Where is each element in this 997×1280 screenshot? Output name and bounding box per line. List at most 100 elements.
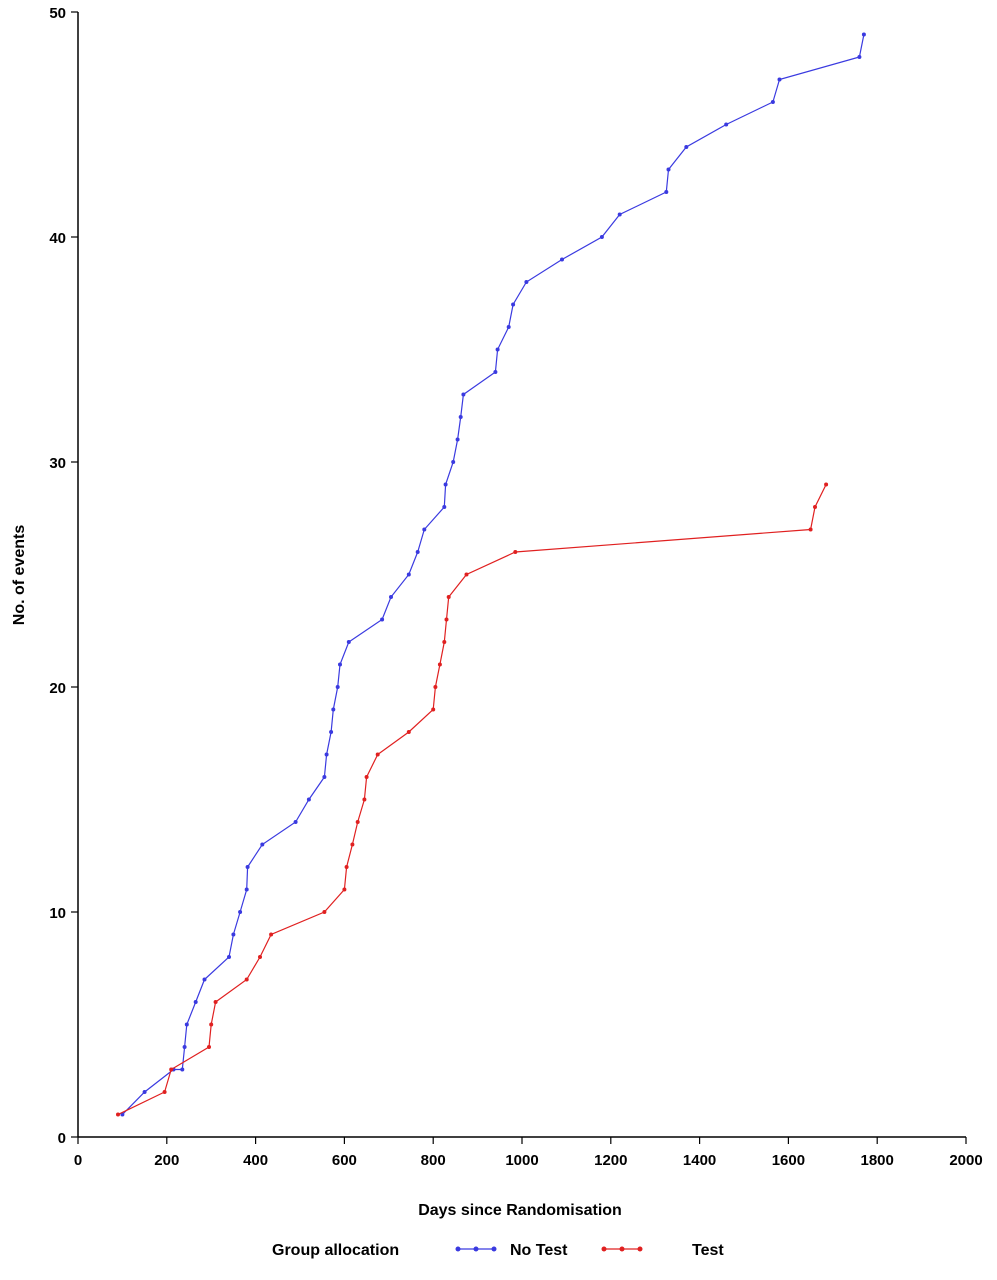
data-point — [180, 1067, 185, 1072]
data-point — [415, 550, 420, 554]
data-point — [213, 1000, 218, 1004]
data-point — [513, 550, 518, 554]
data-point — [346, 640, 351, 644]
legend-item: Test — [601, 1242, 724, 1259]
legend-swatch-marker — [473, 1246, 479, 1252]
data-point — [461, 392, 466, 397]
data-point — [437, 662, 442, 667]
x-tick-label: 1600 — [772, 1152, 805, 1169]
data-point — [116, 1112, 120, 1117]
data-point — [560, 257, 564, 262]
data-point — [431, 707, 436, 712]
data-point — [322, 775, 327, 779]
data-point — [451, 460, 456, 464]
data-point — [433, 685, 438, 689]
data-point — [193, 1000, 198, 1004]
data-point — [406, 730, 411, 734]
data-point — [202, 977, 207, 982]
data-point — [331, 707, 336, 712]
x-tick-label: 1200 — [594, 1152, 627, 1169]
data-point — [442, 505, 447, 509]
data-point — [617, 212, 622, 217]
data-point — [444, 617, 449, 622]
data-point — [861, 32, 866, 37]
data-point — [511, 302, 516, 307]
x-tick-label: 1000 — [505, 1152, 538, 1169]
data-point — [422, 527, 427, 532]
x-tick-label: 400 — [243, 1152, 268, 1169]
series-layer — [116, 32, 866, 1117]
data-point — [406, 572, 411, 577]
legend-item: No Test — [455, 1242, 568, 1259]
legend-label: No Test — [510, 1242, 568, 1259]
legend-swatch-marker — [637, 1246, 643, 1252]
data-point — [350, 842, 355, 847]
y-tick-label: 50 — [49, 5, 66, 22]
data-point — [329, 730, 334, 734]
data-point — [664, 190, 669, 194]
data-point — [455, 437, 460, 442]
data-point — [258, 955, 262, 959]
series-line — [117, 484, 827, 1116]
data-point — [355, 820, 360, 824]
data-point — [162, 1090, 167, 1094]
data-point — [209, 1022, 214, 1027]
x-axis-label: Days since Randomisation — [418, 1202, 622, 1219]
data-point — [813, 505, 817, 509]
data-point — [389, 595, 393, 599]
data-point — [375, 752, 380, 757]
x-tick-label: 1800 — [861, 1152, 894, 1169]
data-point — [493, 370, 498, 374]
y-tick-label: 0 — [58, 1130, 66, 1147]
data-point — [227, 955, 231, 959]
data-point — [335, 685, 340, 689]
data-point — [770, 100, 775, 104]
data-point — [306, 797, 311, 802]
data-point — [362, 797, 367, 802]
data-point — [380, 617, 385, 622]
x-tick-label: 2000 — [949, 1152, 982, 1169]
data-point — [324, 752, 329, 757]
data-point — [184, 1022, 189, 1027]
data-point — [442, 640, 447, 644]
legend-title: Group allocation — [272, 1242, 399, 1259]
data-point — [464, 572, 469, 577]
data-point — [244, 887, 249, 892]
data-point — [322, 910, 327, 914]
y-tick-label: 10 — [49, 905, 66, 922]
data-point — [443, 482, 448, 487]
legend-label: Test — [692, 1242, 724, 1259]
data-point — [245, 865, 250, 869]
data-point — [364, 775, 369, 779]
data-point — [824, 482, 829, 487]
x-tick-label: 600 — [332, 1152, 357, 1169]
data-point — [724, 122, 729, 127]
series-test — [116, 482, 829, 1117]
data-point — [244, 977, 249, 982]
data-point — [342, 887, 347, 892]
x-tick-label: 0 — [74, 1152, 82, 1169]
x-axis-ticks: 0 200 400 600 800 1000 1200 1400 1600 1800 2000 — [74, 1137, 983, 1169]
y-axis-ticks: 0 10 20 30 40 50 — [49, 5, 78, 1147]
data-point — [495, 347, 500, 352]
data-point — [169, 1067, 174, 1072]
series-no-test — [120, 32, 866, 1117]
data-point — [293, 820, 298, 824]
x-tick-label: 800 — [421, 1152, 446, 1169]
series-line — [121, 34, 865, 1115]
data-point — [207, 1045, 211, 1049]
y-tick-label: 30 — [49, 455, 66, 472]
data-point — [506, 325, 511, 329]
plot-axes — [77, 12, 966, 1138]
y-tick-label: 40 — [49, 230, 66, 247]
data-point — [238, 910, 243, 914]
data-point — [269, 932, 274, 937]
x-tick-label: 200 — [154, 1152, 179, 1169]
legend-swatch-marker — [491, 1246, 497, 1252]
data-point — [524, 280, 529, 284]
data-point — [599, 235, 604, 239]
legend-swatch-marker — [455, 1246, 461, 1252]
data-point — [260, 842, 265, 847]
y-tick-label: 20 — [49, 680, 66, 697]
